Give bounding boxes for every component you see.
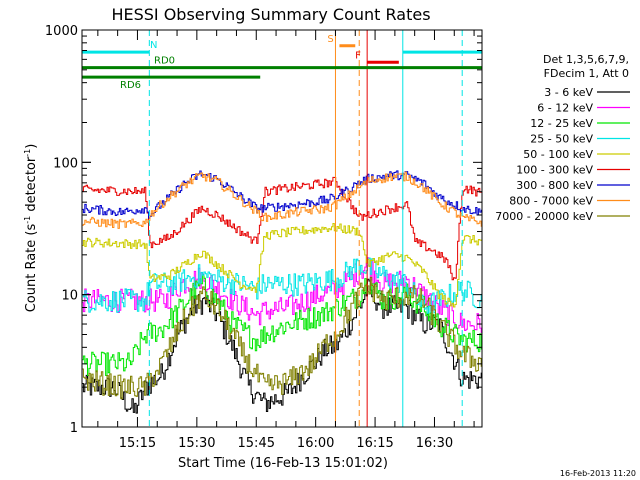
y-label-sup2: -1 (23, 149, 32, 157)
y-label-end: ) (24, 144, 39, 149)
legend-label-3: 12 - 25 keV (530, 117, 593, 130)
legend-label-7: 300 - 800 keV (516, 179, 593, 192)
footer-timestamp: 16-Feb-2013 11:20 (560, 469, 636, 478)
series-5-line (82, 223, 482, 308)
series-3-line (82, 274, 482, 376)
legend-header-2: FDecim 1, Att 0 (544, 67, 629, 80)
x-tick-label: 15:45 (238, 436, 275, 451)
legend-label-1: 3 - 6 keV (544, 86, 593, 99)
state-label-s: S (327, 34, 333, 45)
y-tick-label: 1000 (45, 24, 78, 39)
state-label-n: N (150, 40, 157, 51)
y-tick-label: 1 (70, 421, 78, 436)
y-axis-label: Count Rate (s-1 detector-1) (23, 144, 39, 313)
x-tick-label: 16:15 (356, 436, 393, 451)
legend-label-8: 800 - 7000 keV (509, 195, 593, 208)
series-1-line (82, 278, 482, 414)
series-7-line (82, 170, 482, 219)
series-6-line (82, 176, 482, 281)
y-tick-label: 10 (61, 289, 78, 304)
vertical-markers (148, 30, 463, 427)
attenuator-states: N RD0 RD6 S F (82, 34, 482, 91)
y-label-sup: -1 (23, 216, 32, 224)
legend-label-6: 100 - 300 keV (516, 164, 593, 177)
series-9-line (82, 276, 482, 400)
legend-label-2: 6 - 12 keV (537, 102, 593, 115)
x-tick-label: 15:15 (119, 436, 156, 451)
x-axis-label: Start Time (16-Feb-13 15:01:02) (178, 456, 388, 471)
chart-title: HESSI Observing Summary Count Rates (111, 5, 430, 24)
y-axis: 1 10 100 1000 (45, 24, 482, 436)
y-tick-label: 100 (53, 156, 78, 171)
x-tick-label: 15:30 (178, 436, 215, 451)
state-label-rd6: RD6 (120, 80, 141, 91)
plot-frame (81, 29, 483, 428)
x-axis: 15:15 15:30 15:45 16:00 16:15 16:30 (97, 30, 475, 451)
y-label-mid: detector (24, 156, 39, 216)
x-tick-label: 16:30 (416, 436, 453, 451)
legend-header-1: Det 1,3,5,6,7,9, (543, 53, 629, 66)
y-label-main: Count Rate (s (24, 224, 39, 313)
plot-content (82, 170, 482, 414)
state-label-f: F (355, 50, 361, 61)
x-tick-label: 16:00 (297, 436, 334, 451)
legend-label-9: 7000 - 20000 keV (495, 210, 593, 223)
legend: Det 1,3,5,6,7,9, FDecim 1, Att 0 3 - 6 k… (495, 53, 630, 223)
legend-label-5: 50 - 100 keV (523, 148, 593, 161)
legend-label-4: 25 - 50 keV (530, 133, 593, 146)
state-label-rd0: RD0 (154, 56, 175, 67)
